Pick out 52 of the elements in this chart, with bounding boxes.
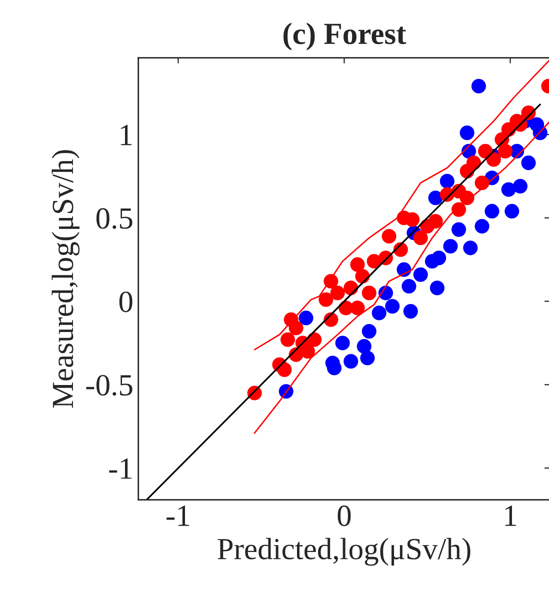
point bbox=[356, 339, 372, 354]
point bbox=[501, 182, 516, 197]
point bbox=[413, 267, 428, 282]
point bbox=[452, 222, 466, 237]
point bbox=[396, 210, 412, 226]
point bbox=[298, 310, 314, 326]
point bbox=[440, 174, 454, 188]
y-tick-label: -1 bbox=[109, 458, 132, 479]
point bbox=[372, 306, 386, 320]
y-axis-title: Measured,log(μSv/h) bbox=[52, 150, 80, 408]
point bbox=[430, 280, 444, 296]
point bbox=[288, 320, 304, 336]
y-tick-label: 0.5 bbox=[96, 208, 132, 229]
point bbox=[350, 300, 365, 316]
point bbox=[344, 354, 358, 369]
line-series bbox=[254, 120, 549, 434]
point bbox=[362, 324, 376, 339]
y-tick-label: 0 bbox=[119, 292, 132, 312]
point bbox=[424, 254, 440, 269]
point bbox=[277, 362, 292, 377]
point bbox=[366, 254, 382, 269]
point bbox=[428, 190, 443, 206]
point bbox=[512, 178, 528, 194]
point bbox=[360, 350, 375, 366]
y-tick-label: -0.5 bbox=[86, 374, 132, 396]
point bbox=[330, 286, 345, 300]
point bbox=[335, 336, 350, 350]
y-tick-label: 1 bbox=[120, 124, 132, 146]
point bbox=[498, 144, 513, 158]
point bbox=[443, 238, 458, 254]
point bbox=[521, 156, 536, 170]
point bbox=[471, 78, 486, 94]
point bbox=[403, 304, 418, 319]
chart-title: (c) Forest bbox=[283, 22, 406, 50]
point bbox=[385, 299, 400, 314]
x-tick-label: -1 bbox=[166, 506, 190, 526]
point bbox=[362, 286, 376, 300]
point bbox=[504, 204, 520, 218]
x-axis-title: Predicted,log(μSv/h) bbox=[218, 538, 470, 566]
line-series bbox=[254, 58, 549, 350]
point bbox=[350, 257, 365, 272]
point bbox=[460, 126, 474, 140]
point bbox=[280, 332, 296, 347]
point bbox=[474, 218, 490, 234]
point bbox=[318, 292, 334, 307]
point bbox=[382, 228, 396, 244]
point bbox=[484, 204, 500, 218]
point bbox=[402, 278, 416, 294]
x-tick-label: 1 bbox=[505, 506, 516, 526]
point bbox=[413, 230, 428, 246]
point bbox=[463, 240, 478, 256]
x-tick-label: 0 bbox=[338, 506, 351, 526]
